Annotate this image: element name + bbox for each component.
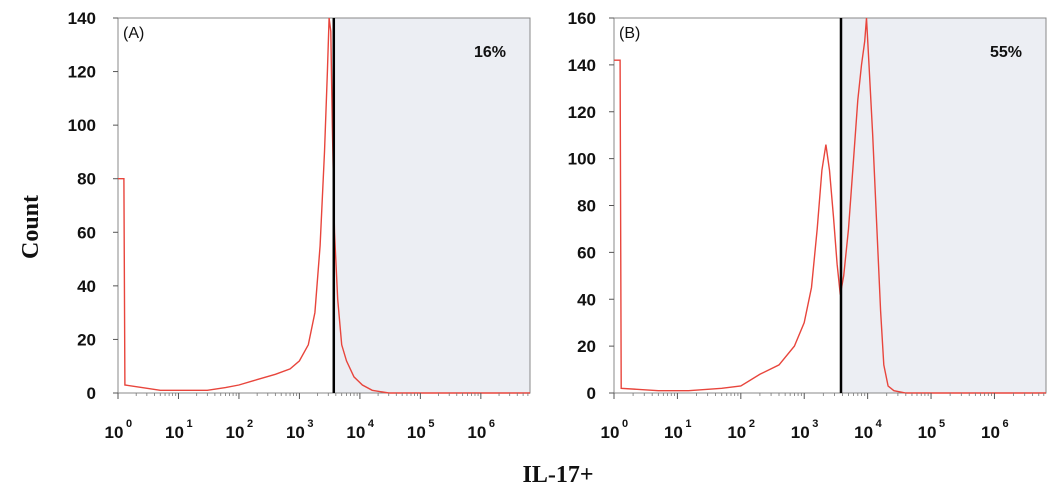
gate-region xyxy=(333,18,530,393)
y-tick-label: 0 xyxy=(587,384,596,403)
y-tick-label: 40 xyxy=(577,290,596,309)
y-tick-label: 60 xyxy=(577,243,596,262)
y-tick-label: 20 xyxy=(77,330,96,349)
y-tick-label: 160 xyxy=(568,9,596,28)
panel-label: (A) xyxy=(123,25,144,42)
x-tick-exponent: 5 xyxy=(428,418,434,430)
x-axis-title: IL-17+ xyxy=(522,462,593,488)
y-tick-label: 100 xyxy=(568,150,596,169)
x-tick-exponent: 3 xyxy=(812,418,818,430)
x-tick-exponent: 1 xyxy=(685,418,691,430)
y-tick-label: 120 xyxy=(568,103,596,122)
gate-percent-label: 55% xyxy=(990,44,1022,61)
y-axis-title: Count xyxy=(18,195,44,259)
x-tick-exponent: 3 xyxy=(307,418,313,430)
x-tick-label: 10 xyxy=(225,423,244,442)
x-tick-exponent: 2 xyxy=(749,418,755,430)
x-tick-label: 10 xyxy=(467,423,486,442)
x-tick-label: 10 xyxy=(854,423,873,442)
x-tick-exponent: 0 xyxy=(126,418,132,430)
x-tick-exponent: 6 xyxy=(1002,418,1008,430)
x-tick-label: 10 xyxy=(981,423,1000,442)
y-tick-label: 140 xyxy=(568,56,596,75)
x-tick-exponent: 4 xyxy=(368,418,375,430)
y-tick-label: 80 xyxy=(577,197,596,216)
x-tick-exponent: 2 xyxy=(247,418,253,430)
x-tick-exponent: 6 xyxy=(489,418,495,430)
gate-region xyxy=(840,18,1046,393)
x-tick-label: 10 xyxy=(407,423,426,442)
y-tick-label: 0 xyxy=(87,384,96,403)
y-tick-label: 60 xyxy=(77,223,96,242)
x-tick-exponent: 4 xyxy=(876,418,883,430)
x-tick-label: 10 xyxy=(727,423,746,442)
x-tick-label: 10 xyxy=(918,423,937,442)
histogram-line xyxy=(118,17,530,394)
x-tick-label: 10 xyxy=(105,423,124,442)
y-tick-label: 140 xyxy=(68,9,96,28)
gate-percent-label: 16% xyxy=(474,44,506,61)
x-tick-exponent: 0 xyxy=(622,418,628,430)
y-tick-label: 120 xyxy=(68,63,96,82)
x-tick-label: 10 xyxy=(286,423,305,442)
x-tick-label: 10 xyxy=(664,423,683,442)
panel-label: (B) xyxy=(619,25,640,42)
x-tick-label: 10 xyxy=(346,423,365,442)
x-tick-exponent: 5 xyxy=(939,418,945,430)
plot-frame xyxy=(117,17,531,394)
x-tick-exponent: 1 xyxy=(186,418,192,430)
x-tick-label: 10 xyxy=(165,423,184,442)
x-tick-label: 10 xyxy=(601,423,620,442)
y-tick-label: 80 xyxy=(77,170,96,189)
x-tick-label: 10 xyxy=(791,423,810,442)
y-tick-label: 100 xyxy=(68,116,96,135)
y-tick-label: 20 xyxy=(577,337,596,356)
y-tick-label: 40 xyxy=(77,277,96,296)
